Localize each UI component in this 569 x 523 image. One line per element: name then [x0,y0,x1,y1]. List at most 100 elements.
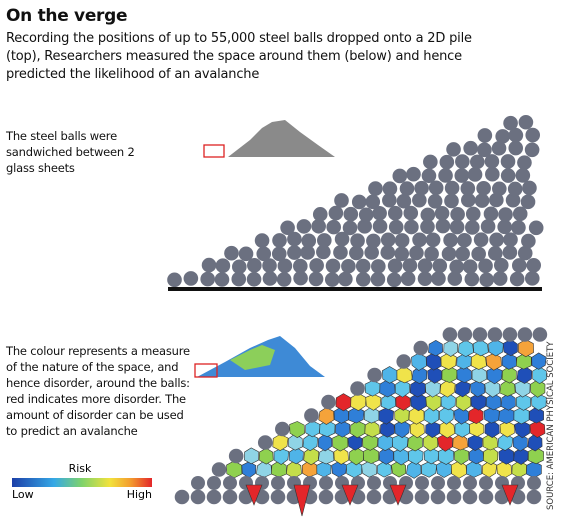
steel-ball [491,140,507,156]
disorder-cell [377,433,394,452]
disorder-cell [496,460,513,479]
disorder-cell [427,366,443,384]
disorder-cell [378,407,394,425]
steel-ball [508,140,524,156]
steel-ball [355,272,371,287]
disorder-cell [258,447,274,465]
disorder-cell [348,406,365,424]
steel-ball [463,140,478,156]
disorder-cell [379,379,396,398]
disorder-cell [425,421,441,438]
disorder-cell [425,352,442,371]
steel-ball [304,408,319,423]
steel-ball [287,231,302,247]
disorder-cell [409,421,425,439]
steel-ball [402,258,418,273]
steel-ball [431,271,446,286]
steel-ball [424,246,439,262]
steel-ball [412,232,427,248]
disorder-cell [470,393,487,411]
steel-ball [276,272,292,287]
steel-ball [358,207,374,223]
steel-ball [488,246,503,261]
steel-ball [238,246,254,262]
steel-ball [350,381,365,396]
disorder-cell [350,392,367,411]
disorder-cell [525,461,542,479]
legend-title: Risk [69,462,92,475]
steel-ball [484,154,500,169]
steel-ball [443,232,458,248]
steel-ball [503,232,518,247]
disorder-cell [364,380,381,397]
disorder-cell [347,434,363,451]
steel-ball [477,142,492,158]
disorder-cell [501,353,517,370]
steel-ball [449,219,465,235]
steel-ball [246,271,262,287]
disorder-cell [421,461,438,478]
steel-ball [414,489,430,505]
steel-ball [191,476,205,490]
steel-ball [257,435,273,450]
disorder-cell [423,406,440,425]
high-risk-cell [501,484,519,506]
disorder-cell [379,420,395,438]
steel-ball [465,220,480,235]
disorder-cell [439,379,456,398]
disorder-cell [335,420,351,438]
steel-ball [167,272,182,288]
steel-ball [333,245,348,260]
steel-ball [449,259,464,275]
steel-ball [254,233,270,248]
steel-ball [517,245,533,261]
disorder-cell [305,420,321,438]
disorder-cell [530,393,547,411]
steel-ball [380,245,396,260]
steel-ball [222,489,238,505]
steel-ball [420,207,436,223]
disorder-cell [515,394,532,411]
disorder-cell [482,433,499,451]
steel-ball [231,259,247,275]
caption: The colour represents a measure of the n… [6,344,190,438]
steel-ball [293,270,308,286]
disorder-cell [288,447,304,465]
steel-ball [479,476,493,490]
steel-ball [526,257,542,273]
steel-ball [417,271,433,286]
steel-ball [425,232,441,248]
disorder-cell [468,406,484,425]
steel-ball [524,142,540,158]
steel-ball [343,206,359,222]
base-plate [168,287,542,291]
steel-ball [493,257,509,273]
steel-ball [271,476,285,490]
steel-ball [511,258,527,273]
steel-ball [423,154,438,170]
steel-ball [450,207,465,222]
steel-ball [497,219,512,235]
disorder-cell [408,447,424,465]
disorder-cell [256,460,273,478]
disorder-cell [512,434,528,452]
disorder-cell [516,365,533,384]
high-risk-cell [293,484,311,517]
steel-ball [439,154,455,170]
steel-ball [415,476,429,490]
disorder-cell [244,447,259,465]
steel-ball [492,271,508,286]
steel-ball [280,220,295,236]
steel-ball [324,272,340,287]
steel-ball [432,258,448,274]
disorder-cell [455,393,472,412]
disorder-cell [457,339,474,358]
disorder-cell [286,460,302,479]
steel-ball [277,258,293,274]
disorder-cell [317,433,333,452]
steel-ball [447,271,463,286]
steel-ball [487,327,503,342]
steel-ball [457,232,472,248]
steel-ball [480,219,496,234]
